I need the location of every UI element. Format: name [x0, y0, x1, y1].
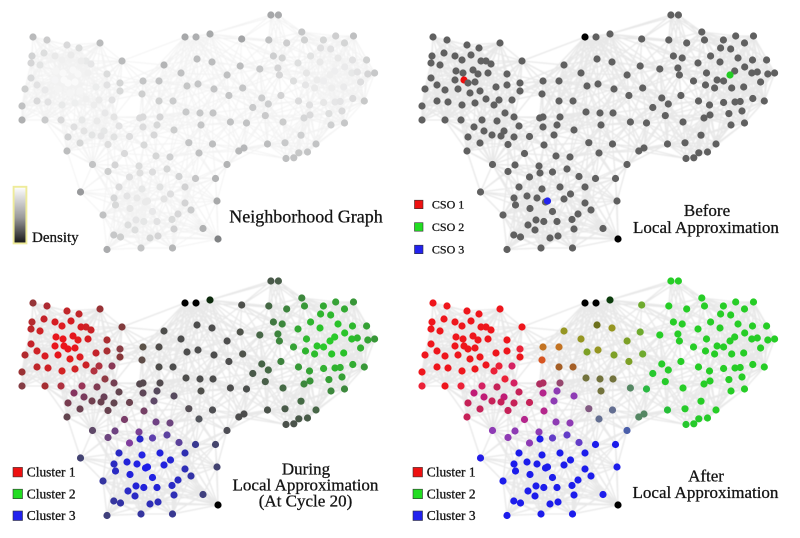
- svg-text:CSO 3: CSO 3: [432, 242, 464, 256]
- svg-text:CSO 2: CSO 2: [432, 220, 464, 234]
- svg-text:Cluster 1: Cluster 1: [427, 465, 476, 480]
- svg-text:Cluster 2: Cluster 2: [427, 486, 476, 501]
- svg-text:Density: Density: [32, 230, 79, 246]
- svg-text:Local Approximation: Local Approximation: [633, 483, 779, 502]
- svg-text:CSO 1: CSO 1: [432, 197, 464, 211]
- svg-text:After: After: [688, 467, 724, 486]
- svg-text:Local Approximation: Local Approximation: [233, 476, 379, 495]
- svg-text:Cluster 2: Cluster 2: [27, 486, 76, 501]
- svg-text:Cluster 3: Cluster 3: [427, 508, 476, 523]
- svg-text:Cluster 3: Cluster 3: [27, 508, 76, 523]
- svg-text:Cluster 1: Cluster 1: [27, 465, 76, 480]
- svg-text:Before: Before: [684, 201, 730, 220]
- svg-text:Neighborhood Graph: Neighborhood Graph: [229, 207, 382, 227]
- svg-text:Local Approximation: Local Approximation: [633, 218, 779, 237]
- svg-text:(At Cycle 20): (At Cycle 20): [259, 492, 352, 511]
- svg-text:During: During: [282, 460, 331, 479]
